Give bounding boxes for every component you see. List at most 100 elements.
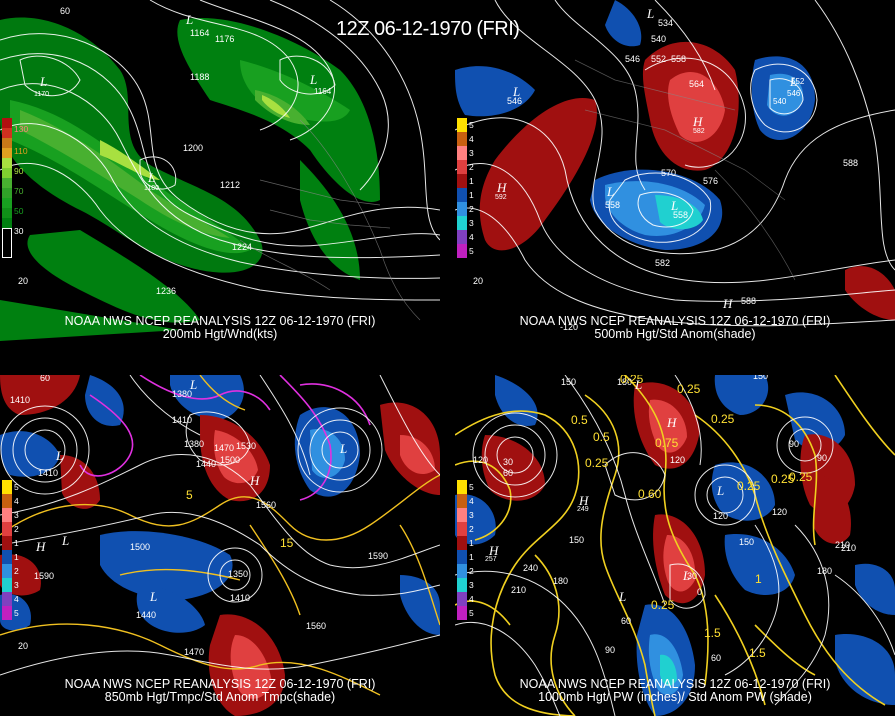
high-symbol: H xyxy=(249,473,260,488)
contour-label: 150 xyxy=(561,377,576,387)
panel-200mb: 1164 1176 1188 1200 1212 1224 1236 1170 … xyxy=(0,0,440,341)
contour-label: 1200 xyxy=(183,143,203,153)
contour-label: 552 xyxy=(791,77,805,86)
high-symbol: H xyxy=(488,543,499,558)
contour-label: 1180 xyxy=(144,185,159,192)
contour-label: 540 xyxy=(773,97,787,106)
legend-label: 3 xyxy=(469,218,474,228)
contour-label: 1440 xyxy=(136,610,156,620)
lat-label: 20 xyxy=(18,641,28,651)
legend-label: 4 xyxy=(14,496,19,506)
legend-label: 2 xyxy=(469,524,474,534)
low-symbol: L xyxy=(149,589,157,604)
contour-label: 558 xyxy=(671,54,686,64)
map-1000mb: 150 120 30 60 90 120 150 180 210 240 2 10… xyxy=(455,375,895,716)
panel-1000mb: 150 120 30 60 90 120 150 180 210 240 2 10… xyxy=(455,375,895,716)
contour-label: 576 xyxy=(703,176,718,186)
legend-label: 90 xyxy=(14,166,24,176)
legend-label: 2 xyxy=(469,204,474,214)
pw-label: 0.25 xyxy=(771,472,795,486)
caption-source: NOAA NWS NCEP REANALYSIS 12Z 06-12-1970 … xyxy=(519,677,831,691)
low-symbol: L xyxy=(339,441,347,456)
contour-label: 564 xyxy=(689,79,704,89)
legend-label: 50 xyxy=(14,206,24,216)
contour-label: 552 xyxy=(651,54,666,64)
legend-label: 3 xyxy=(469,580,474,590)
lat-label: 20 xyxy=(473,276,483,286)
low-symbol: L xyxy=(789,74,797,89)
low-symbol: L xyxy=(189,377,197,392)
contour-label: 1164 xyxy=(314,87,332,96)
contour-label: 210 xyxy=(841,543,856,553)
contour-label: 1350 xyxy=(228,569,248,579)
contour-label: 1380 xyxy=(172,389,192,399)
contour-label: 588 xyxy=(741,296,756,306)
caption-variable: 500mb Hgt/Std Anom(shade) xyxy=(594,327,756,341)
contour-label: 90 xyxy=(789,439,799,449)
contour-label: 120 xyxy=(473,455,488,465)
pw-label: 0.5 xyxy=(593,430,610,444)
contour-label: 60 xyxy=(621,616,631,626)
contour-label: 1470 xyxy=(214,443,234,453)
contour-label: 150 xyxy=(569,535,584,545)
high-symbol: H xyxy=(722,296,733,311)
low-symbol: L xyxy=(682,568,690,583)
contour-label: 240 xyxy=(523,563,538,573)
low-symbol: L xyxy=(618,589,626,604)
contour-label: 1500 xyxy=(220,455,240,465)
legend-label: 5 xyxy=(14,482,19,492)
legend-label: 30 xyxy=(14,226,24,236)
contour-label: 1380 xyxy=(184,439,204,449)
legend-label: 4 xyxy=(14,594,19,604)
contour-label: 1590 xyxy=(34,571,54,581)
contour-label: 582 xyxy=(655,258,670,268)
temp-label: 5 xyxy=(186,488,193,502)
low-symbol: L xyxy=(61,533,69,548)
contour-label: 1188 xyxy=(190,72,209,82)
map-850mb: 1410 1380 1410 1380 1440 1470 1530 1500 … xyxy=(0,375,440,716)
pw-label: 0.75 xyxy=(655,436,679,450)
contour-label: 30 xyxy=(503,457,513,467)
legend-label: 70 xyxy=(14,186,24,196)
legend-label: 1 xyxy=(14,538,19,548)
contour-label: 150 xyxy=(753,375,768,381)
low-symbol: L xyxy=(670,198,678,213)
contour-label: 180 xyxy=(817,566,832,576)
pw-label: 1.5 xyxy=(749,646,766,660)
legend-label: 4 xyxy=(469,134,474,144)
legend-label: 5 xyxy=(14,608,19,618)
contour-label: 1224 xyxy=(232,242,252,252)
low-symbol: L xyxy=(606,184,614,199)
legend-500mb: 5 4 3 2 1 1 2 3 4 5 xyxy=(457,118,474,258)
low-symbol: L xyxy=(55,448,63,463)
symbol-value: 592 xyxy=(495,194,507,201)
contour-label: 1410 xyxy=(10,395,30,405)
contour-label: 120 xyxy=(713,511,728,521)
contour-label: 1212 xyxy=(220,180,240,190)
symbol-value: 582 xyxy=(693,128,705,135)
contour-label: 180 xyxy=(553,576,568,586)
contour-label: 30 xyxy=(687,571,697,581)
high-symbol: H xyxy=(692,114,703,129)
pw-label: 0.25 xyxy=(620,375,644,386)
caption-variable: 1000mb Hgt/ PW (inches)/ Std Anom PW (sh… xyxy=(538,690,812,704)
map-200mb: 1164 1176 1188 1200 1212 1224 1236 1170 … xyxy=(0,0,440,341)
low-symbol: L xyxy=(646,6,654,21)
legend-label: 4 xyxy=(469,496,474,506)
contour-label: 558 xyxy=(673,210,688,220)
legend-label: 5 xyxy=(469,120,474,130)
contour-label: 1410 xyxy=(230,593,250,603)
map-500mb: 534 540 546 552 558 564 570 576 582 588 … xyxy=(455,0,895,341)
contour-label: 60 xyxy=(503,468,513,478)
pw-label: 0.25 xyxy=(651,598,675,612)
caption-source: NOAA NWS NCEP REANALYSIS 12Z 06-12-1970 … xyxy=(64,314,376,328)
pw-label: 0.25 xyxy=(737,479,761,493)
contour-label: 1236 xyxy=(156,286,176,296)
symbol-value: 257 xyxy=(485,556,497,563)
contour-label: 1176 xyxy=(215,34,234,44)
legend-1000mb: 5 4 3 2 1 1 2 3 4 5 xyxy=(457,480,474,620)
low-symbol: L xyxy=(147,170,155,185)
high-symbol: H xyxy=(35,539,46,554)
contour-label: 1170 xyxy=(34,91,49,98)
contour-label: 1560 xyxy=(306,621,326,631)
